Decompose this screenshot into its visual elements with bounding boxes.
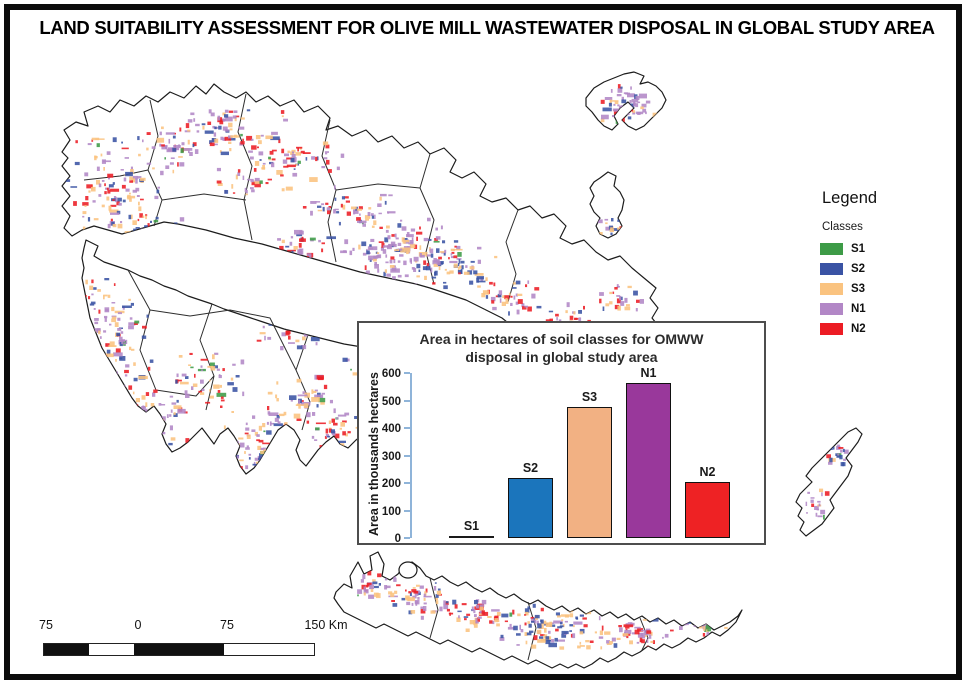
y-axis-tick-label: 300 — [381, 450, 401, 463]
y-axis-tick-label: 600 — [381, 368, 401, 380]
scale-bar-segment — [89, 644, 134, 655]
map-region-crete — [333, 551, 743, 669]
legend-item-s3: S3 — [820, 282, 877, 295]
bar-n2 — [685, 481, 730, 538]
legend-item-n1: N1 — [820, 302, 877, 315]
y-axis-tick-label: 0 — [394, 533, 401, 545]
legend-item-label: S1 — [851, 242, 866, 255]
legend-item-label: S2 — [851, 262, 866, 275]
y-axis-tick — [404, 372, 410, 374]
chart-plot-area: 0 100 200 300 400 500 600 S1 S2 S3 N1 N2 — [382, 366, 754, 545]
scale-bar-labels: 75 0 75 150 Km — [39, 618, 348, 634]
scale-bar-segment — [134, 644, 224, 655]
scale-bar-segment — [224, 644, 314, 655]
legend-swatch-n2 — [820, 322, 843, 335]
bar-label: N2 — [699, 464, 716, 479]
y-axis-tick — [404, 427, 410, 429]
y-axis-tick-label: 500 — [381, 395, 401, 408]
legend-item-n2: N2 — [820, 322, 877, 335]
legend-swatch-s3 — [820, 282, 843, 295]
legend-items: S1 S2 S3 N1 N2 — [820, 242, 877, 335]
bar-label: S3 — [581, 389, 598, 404]
scale-bar-label: 75 — [39, 618, 53, 632]
bar-label: S2 — [522, 460, 539, 475]
page-title: LAND SUITABILITY ASSESSMENT FOR OLIVE MI… — [39, 17, 935, 38]
scale-bar-label: 75 — [220, 618, 234, 632]
inset-bar-chart: Area in hectares of soil classes for OMW… — [357, 321, 766, 545]
legend-box: Legend Classes S1 S2 S3 N1 N2 — [820, 189, 877, 342]
scale-bar-segment — [44, 644, 89, 655]
map-island-rhodes — [795, 427, 863, 537]
legend-swatch-n1 — [820, 302, 843, 315]
map-peninsula-akrotiri — [398, 561, 418, 579]
bar-n1 — [626, 382, 671, 538]
y-axis-tick-label: 100 — [381, 505, 401, 518]
legend-title: Legend — [822, 189, 878, 207]
map-scale-bar: 75 0 75 150 Km — [39, 618, 348, 658]
bar-label: N1 — [640, 365, 657, 380]
legend-swatch-s2 — [820, 262, 843, 275]
legend-subtitle: Classes — [822, 221, 863, 233]
bar-s2 — [508, 477, 553, 538]
legend-swatch-s1 — [820, 242, 843, 255]
chart-title: Area in hectares of soil classes for OMW… — [419, 331, 704, 366]
legend-item-s2: S2 — [820, 262, 877, 275]
legend-item-label: N1 — [851, 302, 866, 315]
scale-bar-label: 150 Km — [304, 618, 348, 632]
y-axis-tick — [404, 482, 410, 484]
y-axis-tick — [404, 399, 410, 402]
legend-item-s1: S1 — [820, 242, 877, 255]
bar-s3 — [567, 406, 612, 538]
scale-bar-graphic — [43, 643, 315, 656]
legend-item-label: S3 — [851, 282, 866, 295]
y-axis-tick-label: 200 — [381, 478, 401, 490]
y-axis-tick-label: 400 — [381, 423, 401, 435]
y-axis-tick — [404, 509, 410, 512]
bar-label: S1 — [463, 518, 480, 533]
y-axis-tick — [404, 537, 410, 539]
legend-item-label: N2 — [851, 322, 866, 335]
scale-bar-label: 0 — [134, 618, 142, 632]
y-axis-tick — [404, 454, 410, 457]
bar-s1 — [449, 535, 494, 538]
